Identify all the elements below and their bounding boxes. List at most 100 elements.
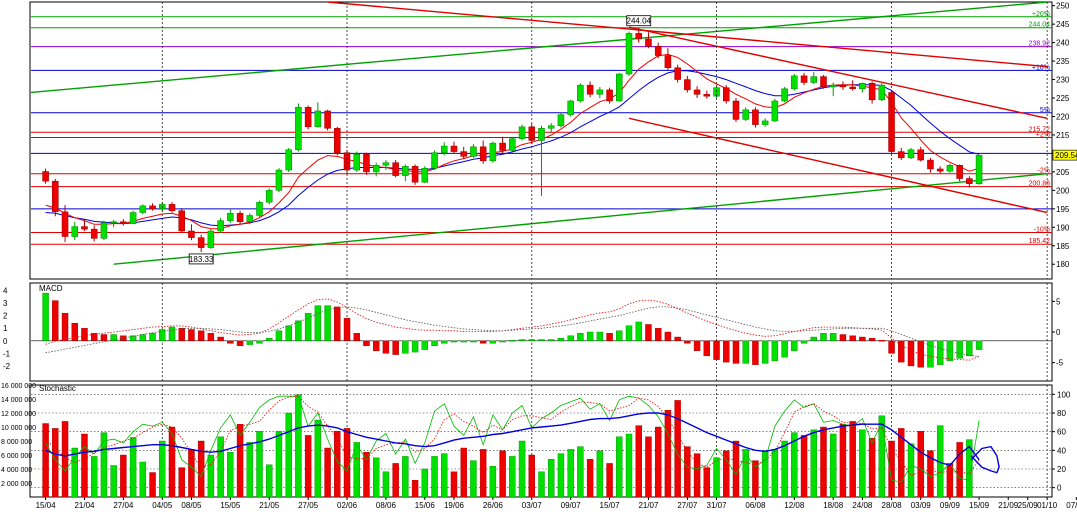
volume-bar (771, 449, 779, 498)
volume-bar (421, 468, 429, 498)
macd-histogram-bar (616, 330, 623, 341)
macd-histogram-bar (742, 340, 749, 364)
x-tick-label: 12/08 (784, 501, 805, 510)
volume-bar (100, 432, 108, 498)
x-tick-label: 08/05 (181, 501, 202, 510)
x-tick-label: 09/07 (561, 501, 582, 510)
macd-histogram-bar (839, 334, 847, 341)
x-tick-label: 21/04 (74, 501, 95, 510)
candle-body (703, 94, 711, 97)
volume-bar (441, 453, 448, 498)
x-tick-label: 07/10 (1066, 501, 1077, 510)
volume-bar (606, 463, 613, 498)
macd-histogram-bar (372, 340, 380, 352)
stochastic-signal-line (45, 412, 980, 467)
macd-histogram-bar (703, 340, 711, 357)
macd-left-tick-label: 0 (3, 337, 8, 346)
macd-histogram-bar (917, 340, 924, 368)
candle-body (110, 221, 117, 224)
macd-histogram-bar (42, 292, 49, 341)
macd-histogram-bar (450, 340, 458, 343)
candle-body (71, 226, 79, 237)
macd-histogram-bar (518, 339, 526, 341)
candle-body (946, 164, 954, 172)
macd-histogram-bar (625, 325, 633, 341)
volume-bar (761, 450, 769, 498)
candle-body (761, 120, 769, 125)
volume-bar (752, 460, 759, 498)
macd-histogram-bar (275, 330, 283, 341)
macd-histogram-bar (684, 340, 691, 344)
level-label: 185.42 (1029, 238, 1051, 245)
macd-histogram-bar (781, 340, 788, 358)
candle-body (907, 149, 915, 159)
macd-histogram-bar (489, 340, 497, 344)
volume-tick-label: 16 000 000 (1, 383, 36, 390)
y-tick-label: 220 (1056, 112, 1070, 121)
macd-histogram-bar (868, 338, 876, 341)
volume-bar (839, 424, 847, 498)
candle-body (236, 213, 244, 223)
macd-left-tick-label: 1 (3, 324, 8, 333)
volume-bar (120, 454, 127, 498)
candle-body (684, 79, 691, 91)
candle-body (645, 38, 652, 47)
candle-body (460, 151, 467, 157)
volume-bar (61, 421, 69, 498)
candle-body (625, 33, 633, 75)
volume-bar (664, 410, 672, 498)
level-label: 5% (1040, 107, 1050, 114)
candle-body (421, 167, 429, 183)
macd-histogram-bar (441, 340, 448, 344)
candle-body (52, 180, 59, 213)
candle-body (732, 100, 740, 120)
macd-histogram-bar (479, 340, 487, 344)
candle-body (479, 146, 487, 162)
macd-histogram-bar (431, 340, 438, 347)
volume-tick-label: 10 000 000 (1, 425, 36, 432)
volume-bar (654, 426, 662, 498)
volume-bar (907, 443, 915, 498)
volume-bar (810, 429, 817, 498)
candle-body (324, 110, 331, 129)
candle-body (791, 75, 798, 90)
x-tick-label: 03/09 (911, 501, 932, 510)
macd-histogram-bar (645, 324, 652, 341)
level-label: -10% (1034, 226, 1050, 233)
volume-bar (479, 449, 487, 498)
level-label: 244.04 (1029, 22, 1051, 29)
macd-panel: MACD 4 3 2 1 0 -1 -2 5 0 -5 (3, 284, 1064, 371)
volume-bar (159, 440, 166, 498)
volume-bar (363, 452, 370, 498)
candle-body (616, 73, 623, 102)
volume-bar (820, 426, 827, 498)
level-label: +10% (1032, 64, 1050, 71)
price-annotation-label: 244.04 (627, 17, 652, 26)
x-tick-label: 19/06 (444, 501, 465, 510)
candle-body (820, 76, 827, 88)
volume-bar (829, 433, 837, 498)
candle-body (518, 126, 526, 139)
candle-body (538, 128, 545, 141)
volume-bar (314, 419, 322, 498)
y-tick-label: 235 (1056, 57, 1070, 66)
y-tick-label: 205 (1056, 168, 1070, 177)
volume-bar (402, 456, 409, 498)
macd-histogram-bar (402, 340, 409, 354)
macd-histogram-bar (52, 300, 59, 341)
candle-body (859, 83, 866, 90)
candle-body (314, 110, 322, 128)
volume-bar (285, 412, 292, 498)
volume-bar (304, 435, 312, 498)
macd-histogram-bar (178, 328, 185, 341)
candle-body (149, 205, 156, 210)
volume-bar (635, 425, 642, 498)
candle-body (440, 145, 448, 153)
x-tick-label: 24/08 (852, 501, 873, 510)
macd-histogram-bar (791, 340, 798, 352)
candle-body (752, 109, 759, 125)
macd-histogram-bar (898, 340, 905, 363)
macd-histogram-bar (693, 340, 701, 352)
macd-histogram-bar (966, 340, 973, 357)
volume-bar (859, 429, 866, 498)
